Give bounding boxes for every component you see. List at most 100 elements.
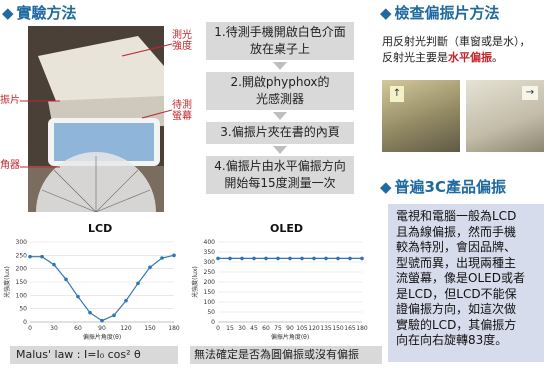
data-point — [148, 265, 152, 270]
data-point — [64, 277, 68, 282]
x-tick-label: 30 — [50, 325, 58, 332]
section-title-3c-polarization: ◆ 普遍3C產品偏振 — [380, 178, 506, 196]
y-tick-label: 200 — [16, 266, 28, 273]
step-1-box: 1.待測手機開啟白色介面 放在桌子上 — [206, 22, 354, 60]
x-axis-label: 偏振片角度(θ) — [271, 333, 309, 341]
oled-chart: 0 50 100 150 200 250 300 350 400 0 15 30 45 60 75 90 105… — [191, 239, 368, 341]
arrow-down-icon — [273, 112, 287, 120]
data-point — [172, 253, 176, 258]
data-point — [360, 256, 364, 261]
y-tick-label: 100 — [16, 292, 28, 299]
data-point — [348, 256, 352, 261]
data-point — [228, 256, 232, 261]
data-point — [252, 256, 256, 261]
x-tick-label: 105 — [296, 325, 308, 332]
data-point — [324, 256, 328, 261]
data-point — [136, 281, 140, 286]
pointer-line-protractor — [20, 166, 60, 168]
x-tick-label: 75 — [274, 325, 282, 332]
step-4-box: 4.偏振片由水平偏振方向 開始每15度測量一次 — [206, 156, 354, 194]
y-tick-label: 200 — [204, 279, 216, 286]
data-point — [100, 318, 104, 323]
x-tick-label: 180 — [356, 325, 368, 332]
label-screen-under-test: 待測 螢幕 — [172, 100, 192, 122]
diamond-bullet-icon: ◆ — [380, 4, 392, 22]
label-light-strength: 測光 強度 — [172, 30, 192, 52]
y-tick-label: 400 — [204, 239, 216, 246]
oled-caption: 無法確定是否為圓偏振或沒有偏振 — [190, 346, 382, 364]
x-tick-label: 120 — [120, 325, 132, 332]
lcd-caption: Malus' law : I=I₀ cos² θ — [10, 346, 178, 364]
experiment-photo-illustration — [28, 26, 164, 212]
series-line — [30, 254, 175, 322]
3c-info-box: 電視和電腦一般為LCD 且為線偏振，然而手機 較為特別，會因品牌、 型號而異，出… — [388, 204, 544, 362]
section-title-method: ◆ 實驗方法 — [2, 4, 77, 22]
y-tick-label: 250 — [16, 252, 28, 259]
data-point — [240, 256, 244, 261]
y-tick-label: 50 — [207, 309, 215, 316]
x-tick-label: 45 — [250, 325, 258, 332]
data-point — [264, 256, 268, 261]
y-tick-label: 300 — [16, 239, 28, 246]
data-point — [276, 256, 280, 261]
arrow-down-icon — [273, 62, 287, 70]
data-point — [124, 298, 128, 303]
data-point — [312, 256, 316, 261]
arrow-right-icon: → — [522, 86, 538, 100]
x-tick-label: 0 — [216, 325, 220, 332]
x-tick-label: 30 — [238, 325, 246, 332]
x-tick-label: 150 — [144, 325, 156, 332]
data-point — [52, 262, 56, 267]
pointer-line-screen — [141, 109, 172, 119]
x-axis-label: 偏振片角度(θ) — [83, 333, 121, 341]
diamond-bullet-icon: ◆ — [380, 178, 392, 196]
x-tick-label: 120 — [308, 325, 320, 332]
check-method-text: 用反射光判斷（車窗或是水）， 反射光主要是水平偏振。 — [382, 35, 531, 64]
arrow-down-icon — [273, 146, 287, 154]
y-tick-label: 150 — [16, 279, 28, 286]
data-point — [28, 254, 32, 259]
label-protractor: 角器 — [0, 160, 20, 171]
data-point — [300, 256, 304, 261]
y-tick-label: 50 — [19, 306, 27, 313]
oled-chart-title: OLED — [270, 222, 304, 235]
step-2-box: 2.開啟phyphox的 光感測器 — [206, 72, 354, 110]
data-point — [336, 256, 340, 261]
step-3-box: 3.偏振片夾在書的內頁 — [206, 122, 354, 144]
y-tick-label: 100 — [204, 299, 216, 306]
data-point — [40, 254, 44, 259]
data-point — [88, 310, 92, 315]
experiment-photo — [28, 26, 164, 212]
reflection-photo-2: → — [466, 80, 544, 152]
y-tick-label: 350 — [204, 249, 216, 256]
x-tick-label: 15 — [226, 325, 234, 332]
data-point — [160, 256, 164, 260]
y-axis-label: 光強度(lux) — [191, 266, 199, 298]
y-axis-label: 光強度(lux) — [3, 266, 11, 298]
x-tick-label: 60 — [74, 325, 82, 332]
data-point — [216, 256, 220, 261]
x-tick-label: 0 — [28, 325, 32, 332]
diamond-bullet-icon: ◆ — [2, 4, 14, 22]
data-point — [288, 256, 292, 261]
y-tick-label: 250 — [204, 269, 216, 276]
data-point — [112, 313, 116, 318]
x-tick-label: 135 — [320, 325, 332, 332]
lcd-chart-title: LCD — [88, 222, 113, 235]
section-title-check-polarizer: ◆ 檢查偏振片方法 — [380, 4, 500, 22]
pointer-line-light — [121, 43, 172, 57]
y-tick-label: 300 — [204, 259, 216, 266]
lcd-chart: 0 50 100 150 200 250 300 0 30 60 90 120 150 180 偏振片角度(… — [3, 239, 180, 341]
arrow-up-icon: ↑ — [390, 86, 404, 102]
y-tick-label: 150 — [204, 289, 216, 296]
data-point — [76, 294, 80, 299]
y-tick-label: 0 — [23, 319, 27, 326]
reflection-photo-1: ↑ — [382, 80, 460, 152]
y-tick-label: 0 — [211, 319, 215, 326]
x-tick-label: 60 — [262, 325, 270, 332]
x-tick-label: 90 — [286, 325, 294, 332]
label-polarizer: 振片 — [0, 95, 20, 106]
x-tick-label: 90 — [98, 325, 106, 332]
pointer-line-polarizer — [20, 100, 60, 102]
x-tick-label: 180 — [168, 325, 180, 332]
